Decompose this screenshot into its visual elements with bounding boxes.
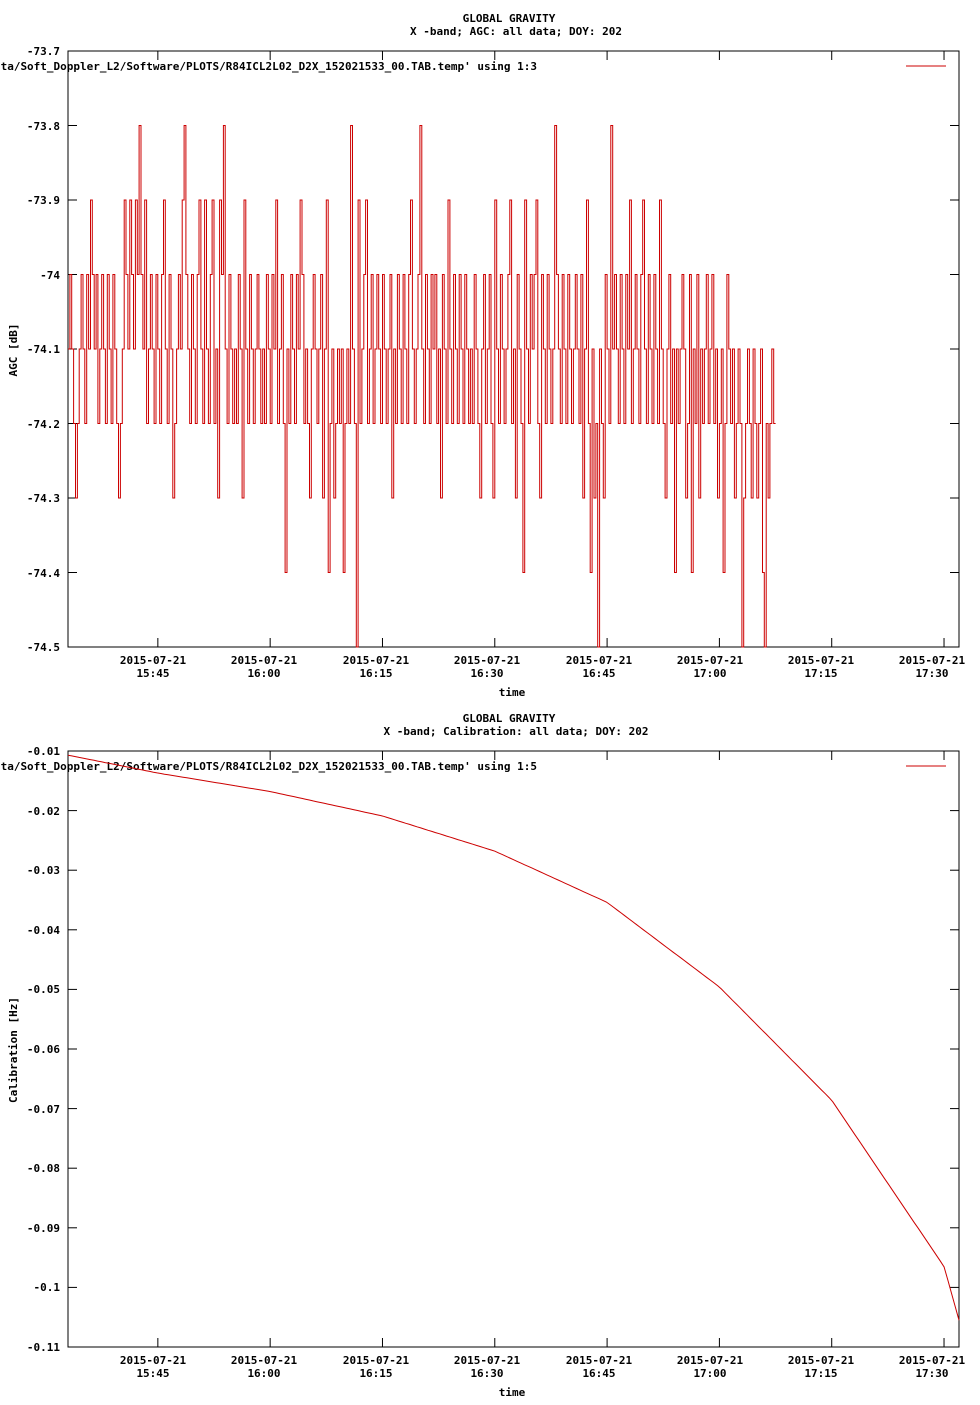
agc-chart: GLOBAL GRAVITY X -band; AGC: all data; D… xyxy=(0,12,965,699)
calibration-x-tick-time: 17:00 xyxy=(693,1367,726,1380)
agc-x-tick-time: 17:00 xyxy=(693,667,726,680)
calibration-y-tick-label: -0.11 xyxy=(27,1341,60,1354)
calibration-x-tick-date: 2015-07-21 xyxy=(231,1354,298,1367)
agc-series-line xyxy=(68,125,776,648)
agc-y-tick-label: -73.8 xyxy=(27,120,60,133)
calibration-x-tick-time: 17:15 xyxy=(804,1367,837,1380)
calibration-legend-label: 'Z:/ddswork/process_data/Soft_Doppler_L2… xyxy=(0,760,537,773)
agc-x-tick-date: 2015-07-21 xyxy=(120,654,187,667)
calibration-x-tick-time: 16:00 xyxy=(247,1367,280,1380)
calibration-chart-title: GLOBAL GRAVITY xyxy=(463,712,556,725)
calibration-x-tick-date: 2015-07-21 xyxy=(899,1354,966,1367)
calibration-y-tick-label: -0.1 xyxy=(34,1281,61,1294)
calibration-x-tick-date: 2015-07-21 xyxy=(343,1354,410,1367)
agc-x-axis-label: time xyxy=(499,686,526,699)
agc-y-tick-label: -74.1 xyxy=(27,343,60,356)
agc-x-axis: 2015-07-21 15:45 2015-07-21 16:00 2015-0… xyxy=(120,51,966,680)
agc-y-tick-label: -73.9 xyxy=(27,194,60,207)
agc-y-tick-label: -74.4 xyxy=(27,567,60,580)
agc-x-tick-time: 16:15 xyxy=(359,667,392,680)
agc-x-tick-date: 2015-07-21 xyxy=(566,654,633,667)
calibration-y-tick-label: -0.07 xyxy=(27,1103,60,1116)
calibration-x-tick-date: 2015-07-21 xyxy=(454,1354,521,1367)
calibration-x-tick-date: 2015-07-21 xyxy=(677,1354,744,1367)
calibration-x-axis-label: time xyxy=(499,1386,526,1399)
calibration-x-axis: 2015-07-21 15:45 2015-07-21 16:00 2015-0… xyxy=(120,751,966,1380)
agc-x-tick-date: 2015-07-21 xyxy=(677,654,744,667)
calibration-y-tick-label: -0.06 xyxy=(27,1043,60,1056)
calibration-y-axis: -0.01 -0.02 -0.03 -0.04 -0.05 -0.06 -0.0… xyxy=(27,745,959,1354)
agc-x-tick-date: 2015-07-21 xyxy=(343,654,410,667)
calibration-series-line xyxy=(67,754,960,1321)
calibration-x-tick-date: 2015-07-21 xyxy=(788,1354,855,1367)
agc-chart-title: GLOBAL GRAVITY xyxy=(463,12,556,25)
calibration-y-tick-label: -0.08 xyxy=(27,1162,60,1175)
agc-chart-subtitle: X -band; AGC: all data; DOY: 202 xyxy=(410,25,622,38)
calibration-x-tick-date: 2015-07-21 xyxy=(566,1354,633,1367)
calibration-chart-subtitle: X -band; Calibration: all data; DOY: 202 xyxy=(384,725,649,738)
calibration-plot-frame xyxy=(67,750,960,1348)
agc-y-axis: -73.7 -73.8 -73.9 -74 -74.1 -74.2 -74.3 … xyxy=(27,45,959,654)
calibration-x-tick-time: 16:15 xyxy=(359,1367,392,1380)
calibration-y-tick-label: -0.02 xyxy=(27,805,60,818)
agc-x-tick-time: 16:00 xyxy=(247,667,280,680)
calibration-y-tick-label: -0.01 xyxy=(27,745,60,758)
calibration-x-tick-time: 16:30 xyxy=(470,1367,503,1380)
agc-x-tick-time: 17:15 xyxy=(804,667,837,680)
agc-x-tick-date: 2015-07-21 xyxy=(788,654,855,667)
calibration-y-tick-label: -0.04 xyxy=(27,924,60,937)
calibration-x-tick-time: 15:45 xyxy=(136,1367,169,1380)
agc-x-tick-time: 17:30 xyxy=(915,667,948,680)
agc-y-tick-label: -74.3 xyxy=(27,492,60,505)
agc-x-tick-date: 2015-07-21 xyxy=(899,654,966,667)
agc-x-tick-date: 2015-07-21 xyxy=(454,654,521,667)
agc-x-tick-time: 16:45 xyxy=(582,667,615,680)
calibration-x-tick-date: 2015-07-21 xyxy=(120,1354,187,1367)
agc-y-tick-label: -74.2 xyxy=(27,418,60,431)
calibration-y-tick-label: -0.09 xyxy=(27,1222,60,1235)
agc-x-tick-time: 15:45 xyxy=(136,667,169,680)
agc-y-axis-label: AGC [dB] xyxy=(7,324,20,377)
calibration-x-tick-time: 16:45 xyxy=(582,1367,615,1380)
agc-y-tick-label: -74.5 xyxy=(27,641,60,654)
calibration-y-axis-label: Calibration [Hz] xyxy=(7,997,20,1103)
agc-y-tick-label: -74 xyxy=(40,269,60,282)
calibration-y-tick-label: -0.05 xyxy=(27,983,60,996)
agc-y-tick-label: -73.7 xyxy=(27,45,60,58)
calibration-chart: GLOBAL GRAVITY X -band; Calibration: all… xyxy=(0,712,965,1399)
agc-legend-label: 'Z:/ddswork/process_data/Soft_Doppler_L2… xyxy=(0,60,537,73)
calibration-y-tick-label: -0.03 xyxy=(27,864,60,877)
agc-x-tick-date: 2015-07-21 xyxy=(231,654,298,667)
agc-x-tick-time: 16:30 xyxy=(470,667,503,680)
calibration-x-tick-time: 17:30 xyxy=(915,1367,948,1380)
